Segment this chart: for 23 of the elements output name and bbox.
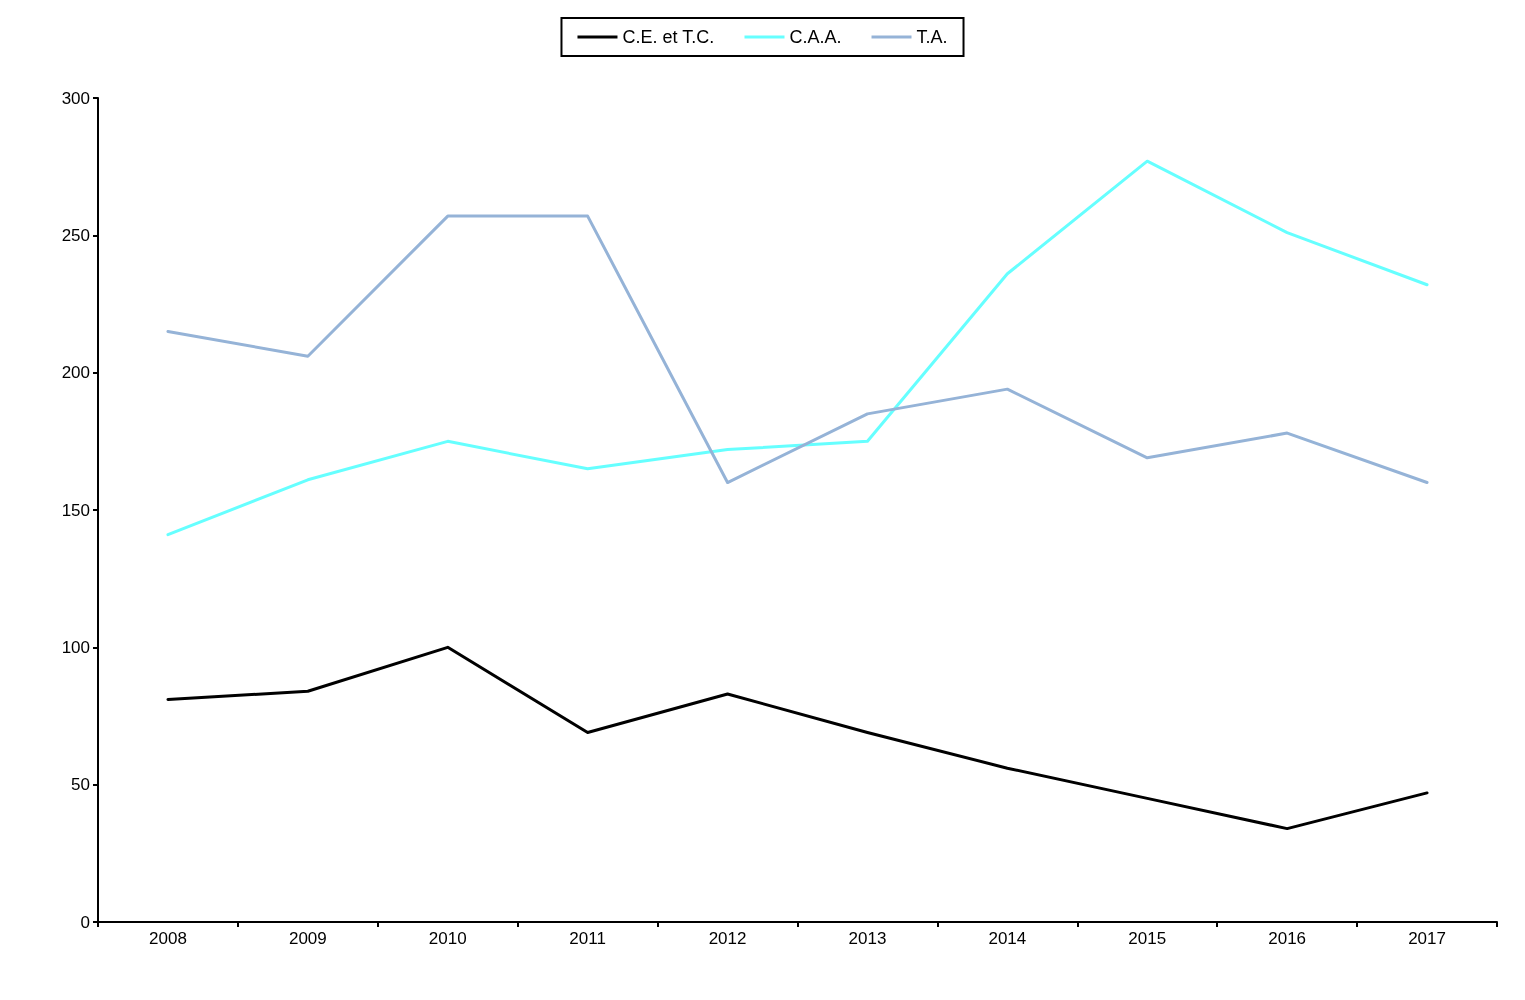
line-series	[166, 214, 1429, 485]
line-series	[166, 645, 1429, 831]
y-tick-label: 50	[71, 775, 90, 795]
y-tick-label: 250	[61, 225, 90, 245]
legend-label: C.E. et T.C.	[622, 27, 715, 47]
legend-label: T.A.	[916, 27, 948, 47]
y-tick-label: 200	[61, 363, 90, 383]
x-tick-label: 2009	[288, 929, 327, 948]
y-tick-label: 300	[61, 88, 90, 108]
x-tick-label: 2017	[1408, 929, 1446, 948]
x-tick-label: 2008	[149, 929, 187, 948]
x-tick-label: 2010	[428, 929, 467, 948]
line-series	[166, 159, 1429, 537]
x-tick-label: 2011	[569, 929, 606, 948]
x-tick-label: 2014	[988, 929, 1027, 948]
x-tick-label: 2015	[1128, 929, 1167, 948]
x-tick-label: 2013	[848, 929, 887, 948]
y-tick-label: 150	[61, 500, 90, 520]
y-tick-label: 100	[61, 637, 90, 657]
x-tick-label: 2016	[1268, 929, 1307, 948]
x-tick-label: 2012	[708, 929, 747, 948]
legend-label: C.A.A.	[789, 27, 842, 47]
y-tick-label: 0	[80, 912, 90, 932]
